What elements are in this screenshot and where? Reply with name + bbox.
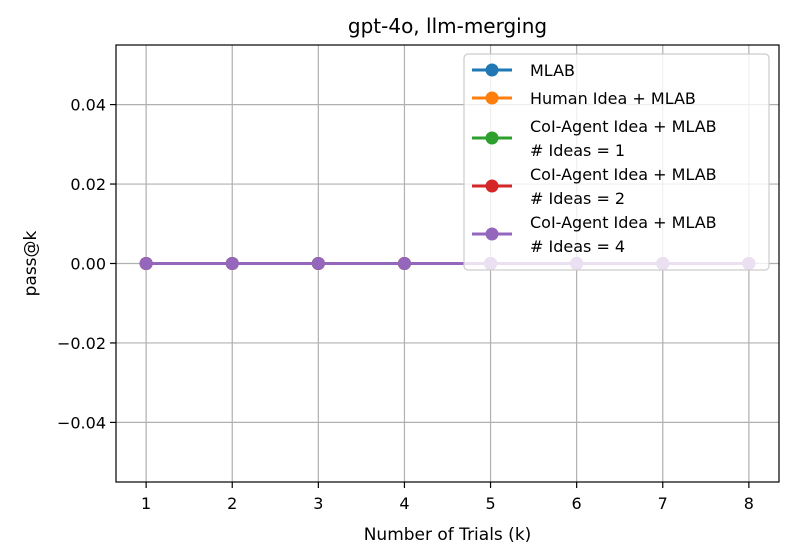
legend-label: Human Idea + MLAB: [530, 89, 696, 108]
legend-entry: MLAB: [472, 61, 575, 80]
x-tick-label: 3: [313, 494, 323, 513]
y-tick-label: 0.04: [70, 96, 106, 115]
chart-title: gpt-4o, llm-merging: [348, 14, 547, 38]
legend-swatch-marker: [485, 179, 499, 193]
legend: MLAB Human Idea + MLAB CoI-Agent Idea + ML…: [463, 53, 770, 271]
legend-label: CoI-Agent Idea + MLAB # Ideas = 2: [530, 165, 717, 208]
legend-swatch-marker: [485, 63, 499, 77]
data-point: [225, 257, 239, 270]
legend-swatch-marker: [485, 91, 499, 105]
y-axis-label: pass@k: [21, 230, 41, 296]
y-tick-label: 0.00: [70, 255, 106, 274]
x-tick-label: 2: [227, 494, 237, 513]
x-tick-label: 4: [399, 494, 409, 513]
x-tick-label: 6: [572, 494, 582, 513]
y-tick-label: −0.04: [57, 413, 106, 432]
y-axis: −0.04 −0.02 0.00 0.02 0.04: [57, 96, 116, 432]
legend-entry: Human Idea + MLAB: [472, 89, 696, 108]
legend-label: CoI-Agent Idea + MLAB # Ideas = 4: [530, 213, 717, 256]
data-point: [311, 257, 325, 270]
x-axis: 1 2 3 4 5 6 7 8: [141, 482, 754, 513]
legend-box: [463, 53, 770, 271]
legend-swatch-marker: [485, 131, 499, 145]
legend-entry: CoI-Agent Idea + MLAB # Ideas = 2: [472, 165, 717, 208]
legend-entry: CoI-Agent Idea + MLAB # Ideas = 1: [472, 117, 717, 160]
legend-label: CoI-Agent Idea + MLAB # Ideas = 1: [530, 117, 717, 160]
data-point: [139, 257, 153, 270]
legend-label: MLAB: [530, 61, 575, 80]
y-tick-label: −0.02: [57, 334, 106, 353]
data-point: [397, 257, 411, 270]
x-tick-label: 8: [744, 494, 754, 513]
legend-swatch-marker: [485, 227, 499, 241]
y-tick-label: 0.02: [70, 175, 106, 194]
x-tick-label: 5: [485, 494, 495, 513]
x-tick-label: 7: [658, 494, 668, 513]
x-axis-label: Number of Trials (k): [364, 525, 532, 545]
legend-entry: CoI-Agent Idea + MLAB # Ideas = 4: [472, 213, 717, 256]
x-tick-label: 1: [141, 494, 151, 513]
